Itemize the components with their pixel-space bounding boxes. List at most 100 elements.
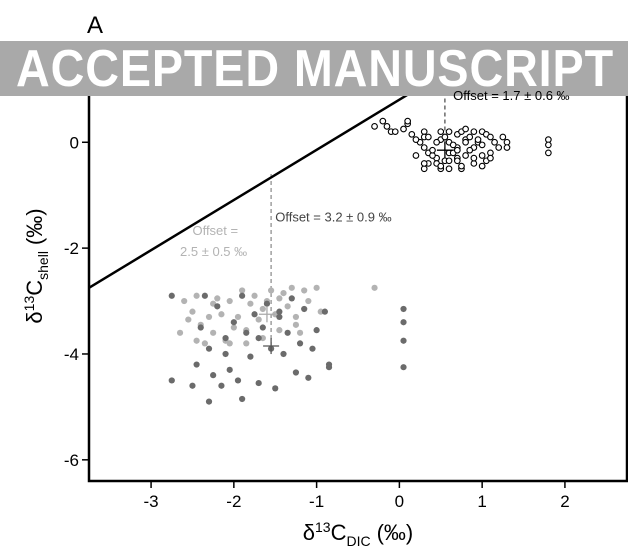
data-point xyxy=(420,144,428,151)
data-point xyxy=(205,313,213,321)
data-point xyxy=(445,128,453,136)
data-point xyxy=(462,138,469,146)
data-point xyxy=(499,133,507,141)
data-point xyxy=(292,369,300,376)
data-point xyxy=(181,297,188,305)
data-point xyxy=(226,340,233,347)
y-tick-label: -4 xyxy=(64,345,79,364)
data-point xyxy=(193,337,200,344)
data-point xyxy=(251,311,258,318)
data-point xyxy=(193,361,200,368)
data-point xyxy=(226,366,233,373)
x-axis-title-sub: DIC xyxy=(346,533,370,549)
data-point xyxy=(251,292,258,299)
data-point xyxy=(545,141,552,149)
data-point xyxy=(296,329,304,336)
data-point xyxy=(425,133,432,141)
data-point xyxy=(247,300,254,307)
y-axis-title-symbol: δ xyxy=(22,311,47,323)
data-point xyxy=(400,319,407,326)
y-tick-label: -2 xyxy=(64,239,79,258)
data-point xyxy=(267,287,275,294)
offset-annotation: Offset = 3.2 ± 0.9 ‰ xyxy=(275,210,391,225)
panel-label: A xyxy=(87,12,103,39)
data-point xyxy=(412,152,420,159)
data-point xyxy=(259,305,266,313)
data-point xyxy=(313,327,320,334)
data-point xyxy=(288,284,295,291)
data-point xyxy=(371,123,378,130)
data-point xyxy=(168,292,175,299)
plot-frame xyxy=(87,45,628,483)
data-point xyxy=(309,345,316,352)
mean-marker-2 xyxy=(258,306,275,323)
data-point xyxy=(189,308,196,315)
data-point xyxy=(466,133,474,141)
data-point xyxy=(470,128,478,136)
x-tick-label: -1 xyxy=(309,492,324,511)
x-axis-title-unit: (‰) xyxy=(377,520,414,545)
data-point xyxy=(400,337,407,344)
data-point xyxy=(470,154,478,162)
offset-annotation: Offset = 1.7 ± 0.6 ‰ xyxy=(453,88,569,103)
data-point xyxy=(263,300,271,307)
watermark-text: ACCEPTED MANUSCRIPT xyxy=(16,40,614,98)
data-point xyxy=(201,340,208,347)
data-point xyxy=(545,149,552,157)
data-point xyxy=(255,316,262,323)
y-tick-label: -6 xyxy=(64,451,79,470)
offset-annotation: 2.5 ± 0.5 ‰ xyxy=(180,244,247,259)
data-point xyxy=(201,292,208,299)
x-tick-label: 1 xyxy=(477,492,486,511)
data-point xyxy=(321,308,328,315)
data-point xyxy=(234,313,242,321)
data-point xyxy=(276,327,283,334)
x-axis: -3 -2 -1 0 1 2 xyxy=(144,481,570,511)
data-point xyxy=(437,162,445,170)
data-point xyxy=(189,382,196,389)
data-point xyxy=(495,144,503,151)
data-point xyxy=(433,138,440,146)
plot-area xyxy=(87,45,628,483)
data-point xyxy=(222,334,229,342)
data-point xyxy=(259,324,266,331)
data-point xyxy=(214,295,221,302)
data-point xyxy=(276,308,283,315)
y-axis-title-main: C xyxy=(22,280,47,296)
data-point xyxy=(449,141,457,149)
data-point xyxy=(412,136,420,143)
data-point xyxy=(234,377,242,384)
data-point xyxy=(276,295,283,302)
data-point xyxy=(503,144,511,151)
offset-lines xyxy=(270,56,446,347)
x-tick-label: -3 xyxy=(144,492,159,511)
y-axis-title-sub: shell xyxy=(35,251,51,280)
data-point xyxy=(478,162,486,170)
data-point xyxy=(453,157,461,165)
data-point xyxy=(243,329,250,336)
y-axis-title: δ13Cshell (‰) xyxy=(21,208,51,323)
data-point xyxy=(214,303,221,310)
data-point xyxy=(462,152,469,159)
x-tick-label: -2 xyxy=(226,492,241,511)
data-points xyxy=(168,117,552,405)
data-point xyxy=(474,136,482,143)
data-point xyxy=(292,321,300,328)
data-point xyxy=(305,374,312,381)
y-axis-title-sup: 13 xyxy=(21,296,37,312)
data-point xyxy=(400,364,407,371)
data-point xyxy=(168,377,175,384)
mean-marker-1 xyxy=(263,338,280,355)
data-point xyxy=(284,303,291,310)
data-point xyxy=(391,128,399,136)
x-axis-title: δ13CDIC (‰) xyxy=(303,519,414,549)
mean-markers xyxy=(258,142,453,355)
x-tick-label: 0 xyxy=(395,492,404,511)
data-point xyxy=(197,324,204,331)
data-point xyxy=(371,284,378,291)
data-point xyxy=(205,398,213,405)
data-point xyxy=(296,340,304,347)
data-point xyxy=(280,350,287,358)
data-point xyxy=(466,146,474,154)
